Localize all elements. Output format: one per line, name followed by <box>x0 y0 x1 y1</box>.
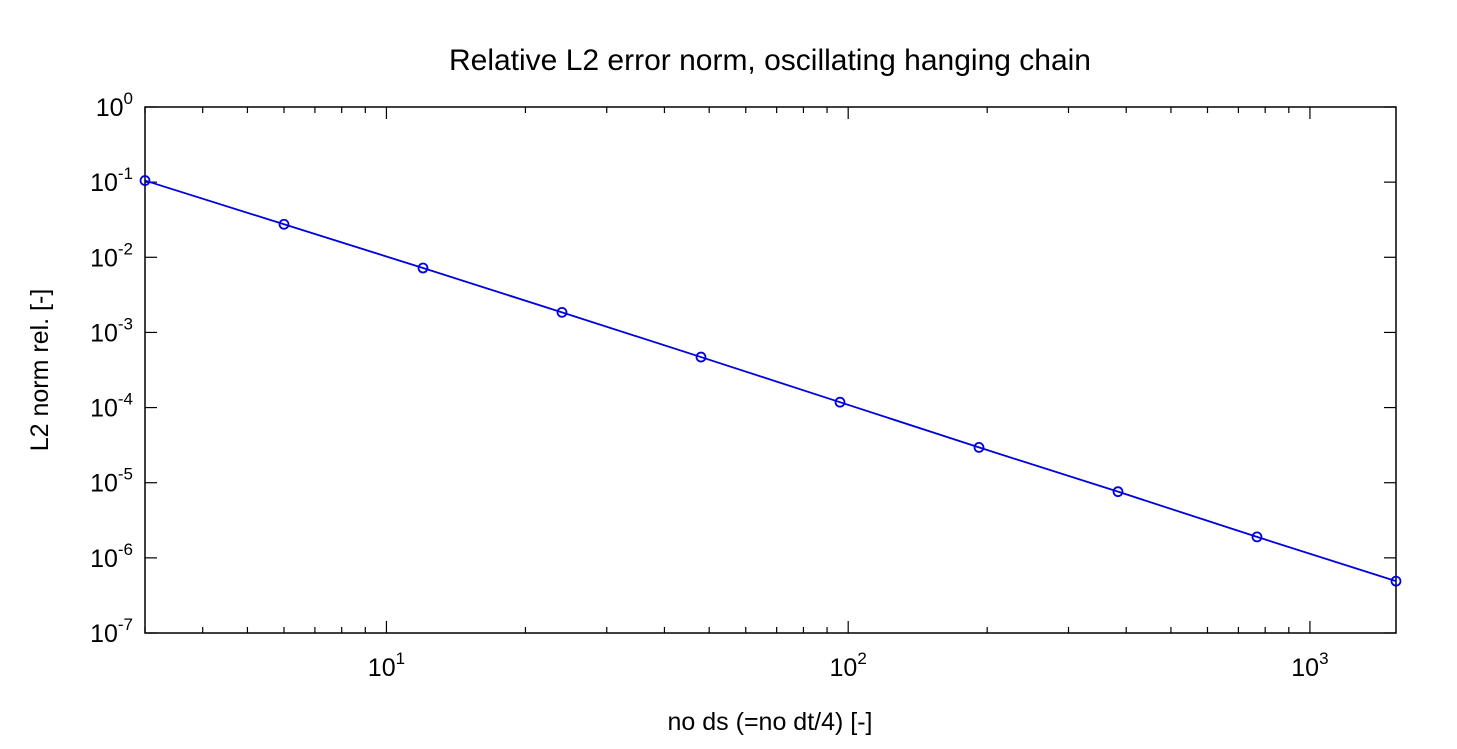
x-axis-label: no ds (=no dt/4) [-] <box>668 708 873 736</box>
x-tick-label: 103 <box>1291 649 1328 682</box>
y-tick-label: 10-3 <box>90 314 133 347</box>
y-tick-label: 10-1 <box>90 164 133 197</box>
y-tick-label: 100 <box>96 89 133 122</box>
x-tick-label: 101 <box>368 649 405 682</box>
data-point <box>973 442 985 453</box>
y-tick-label: 10-7 <box>90 615 133 648</box>
data-point <box>556 306 568 318</box>
data-point <box>1112 486 1124 498</box>
y-tick-label: 10-6 <box>90 540 133 573</box>
data-point <box>417 262 429 274</box>
x-tick-label: 102 <box>830 649 867 682</box>
axes: 100 10-1 10-2 10-3 10-4 10-5 10-6 10-7 101 102 103 <box>90 89 1397 682</box>
data-point <box>695 351 707 363</box>
plot-area <box>139 175 1402 587</box>
chart-title: Relative L2 error norm, oscillating hang… <box>449 44 1091 77</box>
data-point <box>139 175 151 186</box>
y-tick-label: 10-2 <box>90 239 133 272</box>
plot-frame <box>144 106 1397 634</box>
data-point <box>278 218 290 230</box>
y-axis-label: L2 norm rel. [-] <box>26 289 54 452</box>
data-point <box>1390 575 1402 587</box>
data-point <box>834 396 846 408</box>
y-tick-label: 10-5 <box>90 465 133 498</box>
y-tick-label: 10-4 <box>90 390 133 423</box>
series-line <box>144 179 1397 582</box>
data-point <box>1251 531 1263 543</box>
